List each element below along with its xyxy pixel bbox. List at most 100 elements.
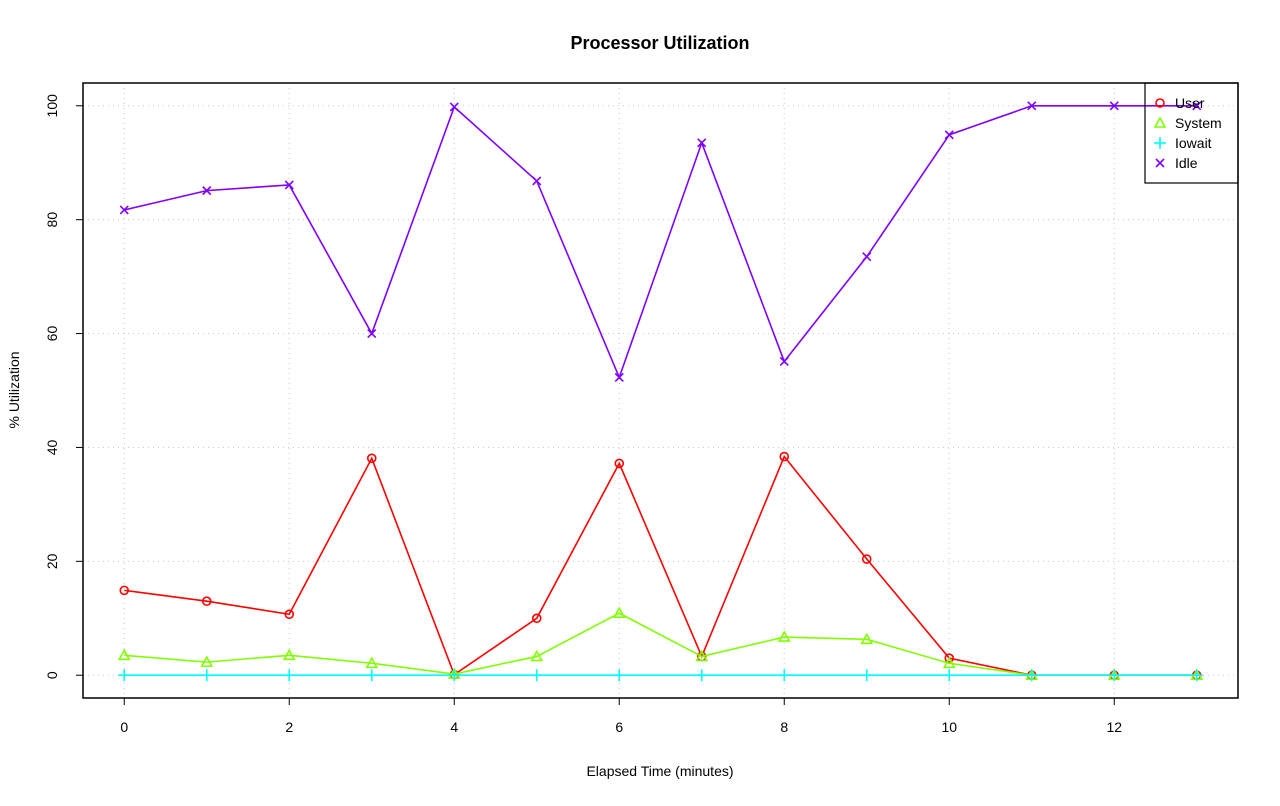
y-tick-label: 0 [44,671,60,679]
cross-marker [697,138,707,148]
x-axis-label: Elapsed Time (minutes) [586,763,733,779]
circle-marker [614,458,625,469]
y-tick-label: 20 [44,553,60,569]
cross-marker [1155,158,1165,168]
cross-marker [1192,101,1202,111]
iowait-point [860,669,873,682]
cross-marker [202,186,212,196]
plot-frame [82,82,1239,699]
user-point [284,609,295,620]
iowait-point [448,669,461,682]
triangle-marker [860,632,874,645]
iowait-point [943,669,956,682]
system-point [695,649,709,662]
chart-title: Processor Utilization [570,33,749,53]
triangle-marker [282,648,296,661]
user-point [614,458,625,469]
series-idle [119,101,1202,382]
series-system [117,606,1204,681]
idle-point [944,130,954,140]
cross-marker [119,205,129,215]
cross-marker [532,176,542,186]
user-point [779,451,790,462]
idle-point [284,180,294,190]
idle-point [697,138,707,148]
system-point [777,630,791,642]
system-point [860,632,874,645]
series-user [119,451,1202,681]
circle-marker [284,609,295,620]
x-tick-label: 12 [1106,719,1122,735]
system-point [530,649,544,662]
triangle-marker [695,649,709,662]
legend: User System Iowait Idle [1144,82,1239,184]
system-line [124,612,1197,677]
x-tick-label: 2 [285,719,293,735]
x-tick-label: 0 [120,719,128,735]
circle-marker [201,596,212,606]
circle-marker [1155,98,1165,108]
circle-marker [779,451,790,462]
y-tick-label: 60 [44,326,60,342]
x-tick-label: 8 [780,719,788,735]
cross-marker [1109,101,1119,111]
legend-marker-system [1153,116,1167,128]
triangle-marker [365,656,379,669]
system-point [282,648,296,661]
legend-marker-user [1155,98,1165,108]
cross-marker [1027,101,1037,111]
series-layer [117,101,1204,682]
iowait-point [118,669,131,682]
iowait-point [1025,669,1038,682]
cross-marker [367,328,377,339]
iowait-point [200,669,213,682]
cross-marker [284,180,294,190]
circle-marker [119,585,130,596]
circle-marker [366,453,377,464]
legend-box [1144,82,1239,184]
iowait-point [283,669,296,682]
triangle-marker [530,649,544,662]
legend-label: Idle [1175,155,1198,171]
cross-marker [614,372,624,382]
triangle-marker [612,606,626,618]
triangle-marker [777,630,791,642]
x-tick-label: 4 [450,719,458,735]
user-point [861,554,872,564]
y-tick-label: 40 [44,439,60,455]
legend-label: System [1175,115,1222,131]
iowait-point [695,669,708,682]
user-point [201,596,212,606]
circle-marker [944,653,955,663]
iowait-point [365,669,378,682]
y-axis-label: % Utilization [6,351,22,428]
triangle-marker [200,655,214,667]
idle-point [202,186,212,196]
iowait-point [778,669,791,682]
triangle-marker [942,656,956,669]
user-point [944,653,955,663]
x-tick-label: 10 [941,719,957,735]
legend-label: Iowait [1175,135,1212,151]
idle-point [1109,101,1119,111]
system-point [365,656,379,669]
cross-marker [449,102,459,112]
iowait-point [1190,669,1203,682]
user-point [531,613,542,624]
idle-point [532,176,542,186]
axes: 0 2 4 6 8 10 12 0 20 40 60 80 100 [44,94,1122,735]
idle-point [449,102,459,112]
iowait-point [530,669,543,682]
system-point [117,648,131,661]
cross-marker [944,130,954,140]
idle-point [614,372,624,382]
circle-marker [861,554,872,564]
system-point [942,656,956,669]
user-point [366,453,377,464]
idle-point [779,356,789,367]
cross-marker [779,356,789,367]
system-point [612,606,626,618]
idle-point [862,252,872,262]
user-point [119,585,130,596]
